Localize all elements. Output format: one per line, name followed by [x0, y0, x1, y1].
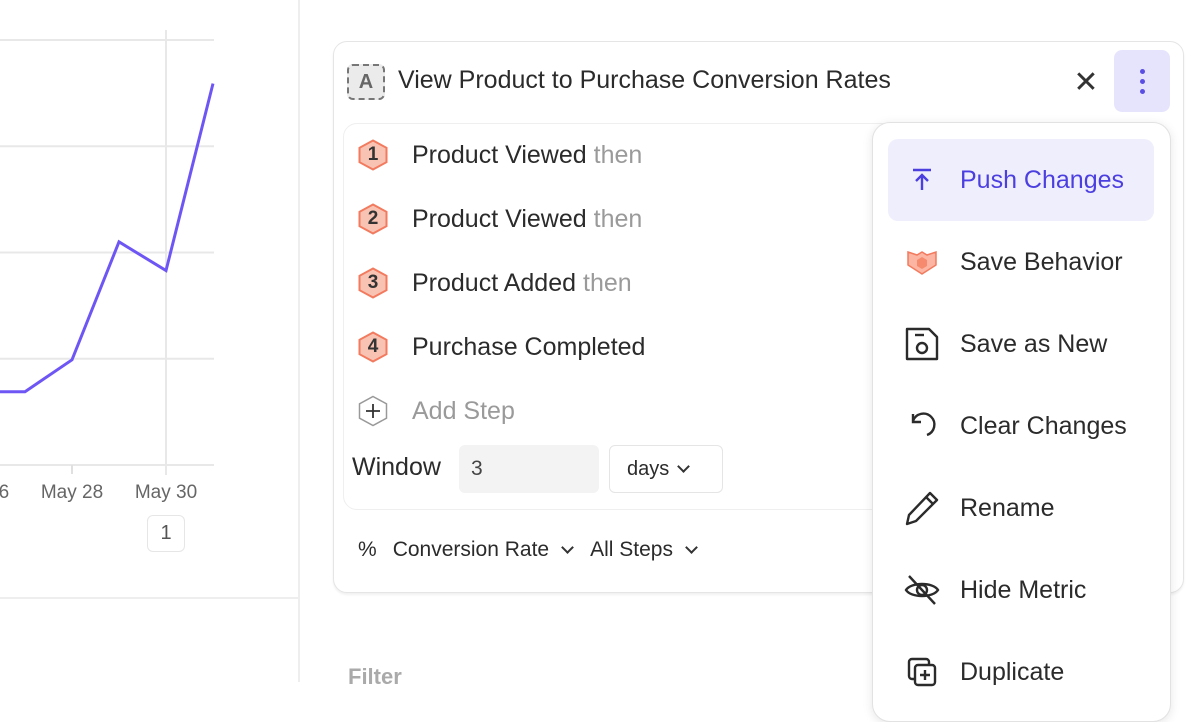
filter-heading: Filter: [348, 664, 402, 689]
menu-item-rename[interactable]: Rename: [888, 467, 1154, 549]
add-step-label: Add Step: [412, 396, 515, 425]
step-connector: then: [583, 268, 632, 297]
step-number: 1: [367, 144, 379, 165]
measure-value: Conversion Rate: [392, 538, 550, 561]
menu-item-label: Hide Metric: [960, 575, 1087, 604]
menu-item-save-behavior[interactable]: Save Behavior: [888, 221, 1154, 303]
menu-item-label: Rename: [960, 493, 1055, 522]
percent-icon: %: [358, 538, 377, 561]
pencil-icon: [904, 490, 940, 526]
step-number-badge: 4: [358, 331, 388, 363]
measure-select[interactable]: Conversion Rate: [392, 538, 574, 562]
divider: [0, 597, 298, 599]
behavior-icon: [904, 244, 940, 280]
step-event: Product Viewed: [412, 140, 587, 169]
menu-item-duplicate[interactable]: Duplicate: [888, 631, 1154, 713]
funnel-step[interactable]: 1 Product Viewed then: [358, 139, 642, 171]
x-tick-label: May 28: [41, 482, 103, 503]
metric-title[interactable]: View Product to Purchase Conversion Rate…: [398, 66, 891, 94]
more-options-button[interactable]: [1114, 50, 1170, 112]
steps-scope-select[interactable]: All Steps: [590, 538, 698, 562]
step-connector: then: [593, 140, 643, 169]
window-label: Window: [352, 453, 441, 481]
chevron-down-icon: [685, 541, 698, 554]
step-number-badge: 3: [358, 267, 388, 299]
menu-item-label: Save as New: [960, 329, 1108, 358]
plus-hexagon-icon: [358, 395, 388, 427]
undo-icon: [904, 408, 940, 444]
window-input[interactable]: [459, 445, 599, 493]
step-event: Product Added: [412, 268, 577, 297]
menu-item-label: Duplicate: [960, 657, 1065, 686]
window-unit-select[interactable]: days: [609, 445, 723, 493]
steps-scope-value: All Steps: [590, 538, 673, 561]
step-connector: then: [593, 204, 643, 233]
funnel-step[interactable]: 3 Product Added then: [358, 267, 632, 299]
step-number-badge: 2: [358, 203, 388, 235]
menu-item-hide-metric[interactable]: Hide Metric: [888, 549, 1154, 631]
series-line: [0, 83, 215, 394]
x-tick-label: May 26: [0, 482, 9, 503]
line-chart: May 26 May 28 May 30: [0, 30, 215, 503]
step-number: 3: [367, 272, 379, 293]
step-number-badge: 1: [358, 139, 388, 171]
eye-off-icon: [904, 572, 940, 608]
menu-item-label: Push Changes: [960, 165, 1125, 194]
options-menu: [872, 122, 1171, 722]
menu-item-label: Clear Changes: [960, 411, 1127, 440]
chevron-down-icon: [677, 460, 691, 473]
chevron-down-icon: [561, 541, 574, 554]
menu-item-save-as-new[interactable]: Save as New: [888, 303, 1154, 385]
menu-item-clear-changes[interactable]: Clear Changes: [888, 385, 1154, 467]
annotation-marker[interactable]: 1: [147, 515, 185, 552]
metric-letter-badge: A: [347, 64, 385, 100]
duplicate-icon: [904, 654, 940, 690]
save-icon: [904, 326, 940, 362]
add-step-button[interactable]: Add Step: [358, 395, 515, 427]
divider: [298, 0, 300, 682]
close-icon[interactable]: ✕: [1073, 65, 1099, 99]
step-number: 2: [367, 208, 379, 229]
step-event: Product Viewed: [412, 204, 587, 233]
x-tick-label: May 30: [135, 482, 197, 503]
funnel-step[interactable]: 4 Purchase Completed: [358, 331, 645, 363]
menu-item-label: Save Behavior: [960, 247, 1123, 276]
window-unit-value: days: [627, 457, 670, 480]
step-event: Purchase Completed: [412, 332, 646, 361]
menu-item-push-changes[interactable]: Push Changes: [888, 139, 1154, 221]
step-number: 4: [367, 336, 379, 357]
funnel-step[interactable]: 2 Product Viewed then: [358, 203, 642, 235]
push-up-icon: [904, 162, 940, 198]
